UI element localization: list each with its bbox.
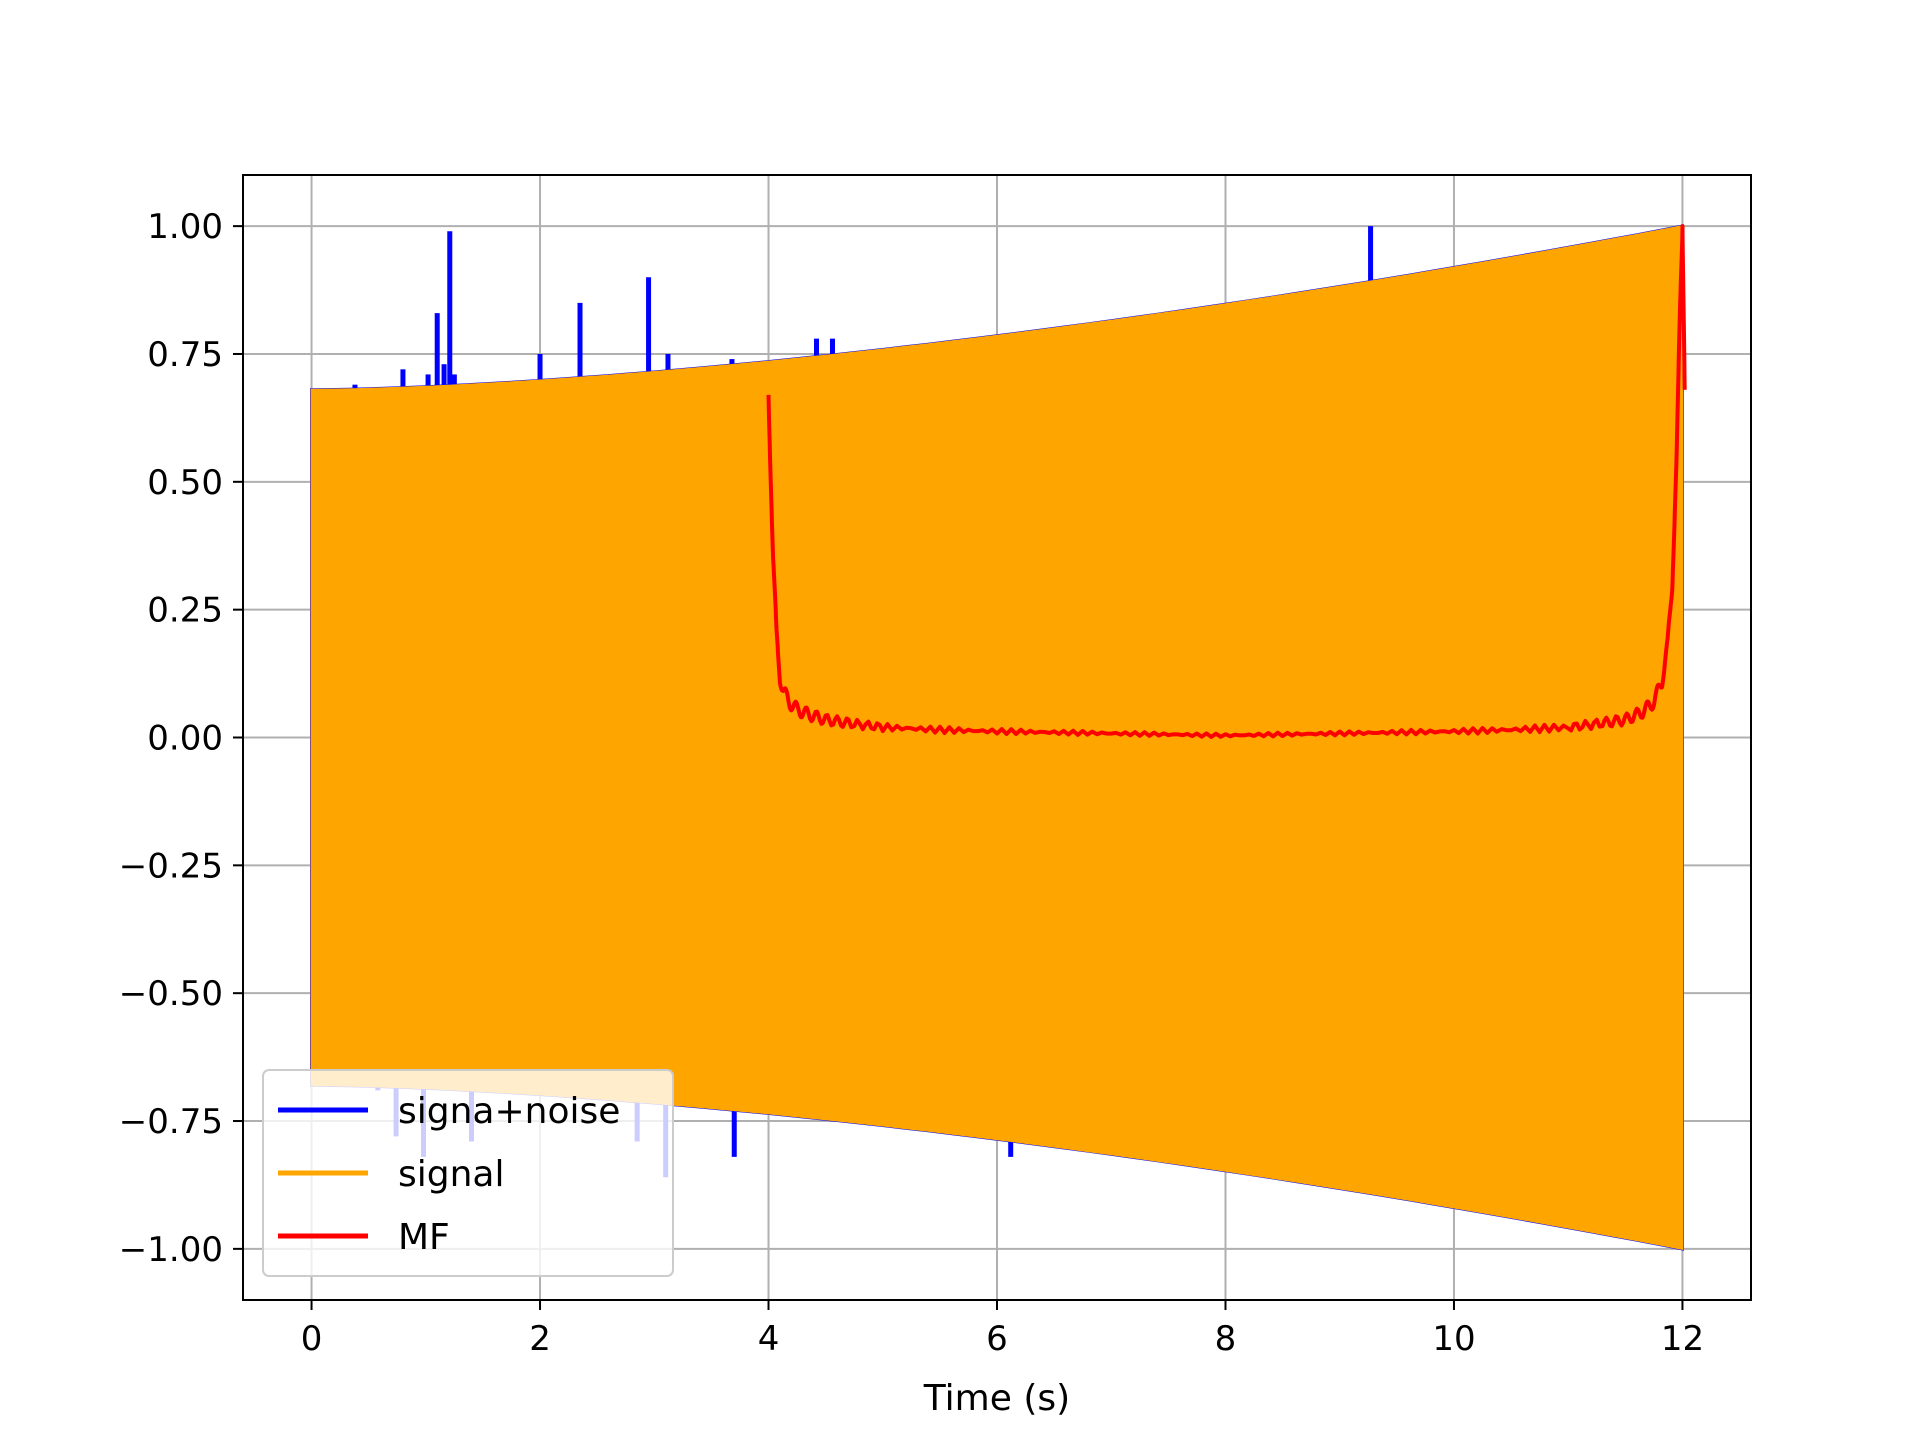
legend: signa+noise signal MF — [262, 1069, 674, 1277]
x-tick-label: 2 — [529, 1319, 551, 1359]
y-tick-label: −1.00 — [119, 1230, 223, 1270]
y-tick-label: −0.75 — [119, 1102, 223, 1142]
x-tick-label: 6 — [986, 1319, 1008, 1359]
y-tick-label: −0.25 — [119, 846, 223, 886]
plot-area — [310, 224, 1687, 1251]
x-tick-label: 4 — [758, 1319, 780, 1359]
y-tick-label: 0.25 — [147, 591, 223, 631]
signal-band — [310, 224, 1684, 1251]
x-tick-label: 0 — [301, 1319, 323, 1359]
x-axis-label: Time (s) — [923, 1378, 1070, 1419]
legend-label: signal — [398, 1154, 505, 1195]
x-tick-label: 10 — [1432, 1319, 1475, 1359]
x-tick-label: 8 — [1215, 1319, 1237, 1359]
axes-ticks: 0 2 4 6 8 10 12 1.00 0.75 0.50 0.25 0.00 −0.25 −0.50 −… — [119, 207, 1704, 1359]
y-tick-label: 0.75 — [147, 335, 223, 375]
legend-box — [262, 1069, 674, 1277]
y-tick-label: −0.50 — [119, 974, 223, 1014]
x-tick-label: 12 — [1661, 1319, 1704, 1359]
mf-line — [766, 224, 1687, 739]
y-tick-label: 0.00 — [147, 719, 223, 759]
y-tick-label: 0.50 — [147, 463, 223, 503]
legend-label: signa+noise — [398, 1091, 620, 1132]
legend-label: MF — [398, 1217, 450, 1258]
y-tick-label: 1.00 — [147, 207, 223, 247]
